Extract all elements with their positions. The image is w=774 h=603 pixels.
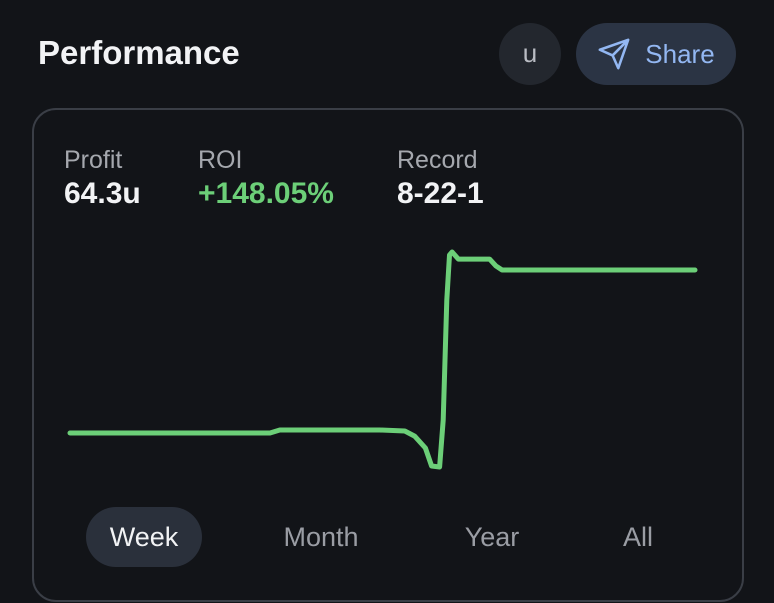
range-tab[interactable]: Week <box>86 507 202 567</box>
page-title: Performance <box>38 34 240 71</box>
stat: ROI +148.05% <box>198 146 334 211</box>
stat: Record 8-22-1 <box>397 146 484 211</box>
stat-value: +148.05% <box>198 177 334 210</box>
stat-value: 64.3u <box>64 177 141 210</box>
share-button[interactable]: Share <box>576 23 736 85</box>
stat: Profit 64.3u <box>64 146 141 211</box>
avatar-button[interactable]: u <box>499 23 561 85</box>
stat-label: Profit <box>64 146 123 174</box>
share-label: Share <box>645 38 715 69</box>
profit-line <box>67 249 698 470</box>
range-tab[interactable]: All <box>622 522 653 552</box>
range-tab[interactable]: Year <box>464 522 520 552</box>
range-tab[interactable]: Month <box>283 522 359 552</box>
performance-card <box>32 108 744 602</box>
share-icon <box>598 38 630 70</box>
stat-label: Record <box>397 146 478 174</box>
stat-label: ROI <box>198 146 243 174</box>
stat-value: 8-22-1 <box>397 177 484 210</box>
